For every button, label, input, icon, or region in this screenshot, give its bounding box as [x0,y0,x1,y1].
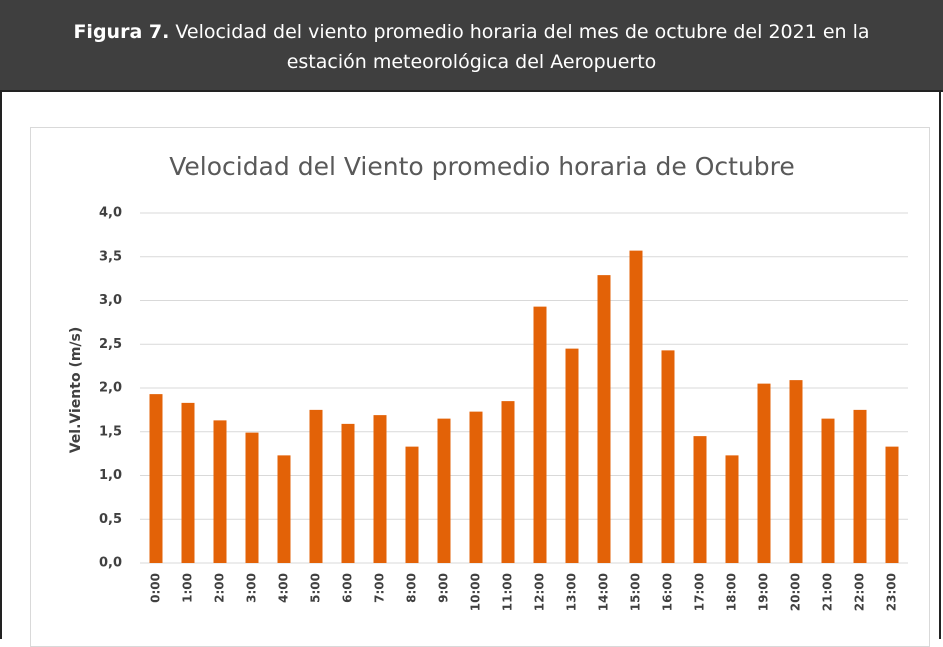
x-tick-label: 3:00 [245,573,259,603]
y-axis-label: Vel.Viento (m/s) [68,327,84,454]
bar [405,446,419,563]
x-tick-label: 12:00 [533,573,547,611]
bar [725,455,739,563]
y-tick-label: 4,0 [99,206,122,221]
bar [533,306,547,563]
y-tick-label: 3,5 [99,249,122,264]
bar [373,415,387,563]
bar [181,402,195,563]
x-tick-label: 17:00 [693,573,707,611]
x-tick-label: 2:00 [213,573,227,603]
chart-title: Velocidad del Viento promedio horaria de… [169,152,795,181]
bar [149,394,163,563]
x-tick-label: 14:00 [597,573,611,611]
bar [693,436,707,563]
y-tick-label: 3,0 [99,293,122,308]
bar [213,420,227,563]
bar [757,383,771,563]
x-tick-label: 5:00 [309,573,323,603]
bar [309,409,323,563]
x-tick-label: 19:00 [757,573,771,611]
x-tick-label: 7:00 [373,573,387,603]
bar [277,455,291,563]
caption-text: Velocidad del viento promedio horaria de… [175,21,870,73]
bar [853,409,867,563]
x-tick-label: 6:00 [341,573,355,603]
x-tick-label: 4:00 [277,573,291,603]
x-tick-label: 8:00 [405,573,419,603]
bar [501,401,515,563]
bar [597,275,611,563]
y-tick-label: 1,0 [99,468,122,483]
x-tick-label: 21:00 [821,573,835,611]
x-tick-label: 9:00 [437,573,451,603]
x-tick-label: 20:00 [789,573,803,611]
bar [821,418,835,563]
y-tick-label: 1,5 [99,424,122,439]
x-tick-label: 16:00 [661,573,675,611]
x-tick-label: 10:00 [469,573,483,611]
bar [245,432,259,563]
y-tick-label: 2,5 [99,337,122,352]
x-tick-label: 23:00 [885,573,899,611]
y-tick-label: 0,0 [99,556,122,571]
bar [469,411,483,563]
bar [661,350,675,563]
y-tick-label: 0,5 [99,512,122,527]
figure-caption: Figura 7. Velocidad del viento promedio … [0,0,943,92]
x-tick-label: 11:00 [501,573,515,611]
x-tick-label: 15:00 [629,573,643,611]
bar [789,380,803,563]
figure-label: Figura 7. [73,21,170,43]
bar [341,423,355,563]
x-tick-label: 0:00 [149,573,163,603]
x-tick-label: 1:00 [181,573,195,603]
x-tick-label: 22:00 [853,573,867,611]
y-tick-label: 2,0 [99,381,122,396]
x-tick-label: 13:00 [565,573,579,611]
bar [565,348,579,563]
x-tick-label: 18:00 [725,573,739,611]
bar [437,418,451,563]
bar [629,250,643,563]
bar [885,446,899,563]
